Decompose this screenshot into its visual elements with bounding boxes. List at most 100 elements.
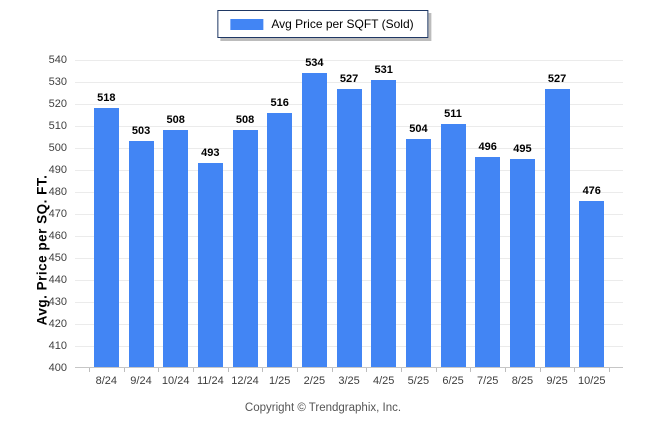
x-tick-label: 4/25 (373, 375, 395, 387)
legend-label: Avg Price per SQFT (Sold) (271, 17, 414, 31)
x-tick-label: 8/25 (511, 375, 534, 387)
x-tick-label: 5/25 (407, 375, 430, 387)
bar-slot: 476 (574, 184, 609, 368)
y-tick-label: 500 (48, 142, 67, 154)
x-tick-label: 3/25 (338, 375, 360, 387)
bar-4/25 (371, 79, 397, 368)
x-axis-tick (297, 368, 298, 372)
x-tick-label: 10/25 (577, 375, 606, 387)
bar-value-label: 496 (478, 140, 497, 153)
y-tick-label: 460 (48, 230, 67, 242)
bar-11/24 (197, 163, 223, 368)
y-tick-label: 520 (48, 98, 67, 110)
bar-value-label: 508 (166, 114, 185, 127)
plot-area: 400 410 420 430 440 450 460 470 480 490 500 510 520 5… (49, 54, 623, 387)
bar-value-label: 503 (131, 125, 151, 138)
x-axis-tick (227, 368, 229, 372)
bar-slot: 531 (366, 63, 401, 368)
bar-value-label: 495 (513, 143, 532, 155)
bar-value-label: 518 (97, 92, 116, 105)
x-axis-tick (262, 368, 264, 372)
x-tick-label: 6/25 (442, 375, 464, 387)
bar-value-label: 534 (305, 57, 324, 70)
gridline (75, 60, 623, 61)
x-axis-tick (574, 368, 576, 372)
bar-slot: 493 (193, 148, 228, 368)
bar-value-label: 476 (582, 184, 601, 197)
bar-2/25 (301, 73, 327, 368)
y-tick-label: 430 (48, 296, 67, 308)
y-axis-title: Avg. Price per SQ. FT. (34, 174, 50, 326)
bar-8/25 (509, 159, 535, 368)
bar-slot: 495 (505, 144, 540, 368)
bar-value-label: 493 (201, 147, 220, 160)
y-tick-label: 480 (48, 186, 67, 198)
bar-8/24 (93, 108, 119, 368)
x-axis-tick (505, 368, 506, 372)
x-axis-tick (89, 368, 90, 372)
y-tick-label: 440 (48, 274, 67, 286)
x-axis-tick (158, 368, 160, 372)
y-tick-label: 510 (48, 120, 67, 132)
y-tick-label: 530 (48, 76, 67, 88)
x-tick-label: 8/24 (95, 375, 118, 387)
y-tick-label: 490 (48, 164, 67, 176)
bar-slot: 504 (401, 124, 436, 368)
bars-row: 518 503 508 493 508 516 534 527 531 504 511 496 495 5… (75, 58, 623, 368)
y-tick-label: 420 (48, 318, 67, 330)
x-axis-tick (435, 368, 437, 372)
bar-slot: 516 (262, 96, 297, 368)
bar-1/25 (267, 112, 293, 368)
x-axis-tick (539, 368, 541, 372)
legend-swatch-icon (230, 18, 264, 30)
bar-value-label: 527 (339, 72, 359, 85)
x-axis-tick (331, 368, 333, 372)
bar-7/25 (475, 156, 501, 368)
bar-slot: 496 (470, 140, 505, 368)
bar-value-label: 511 (444, 107, 462, 120)
bar-slot: 503 (124, 126, 159, 368)
x-axis-tick (470, 368, 472, 372)
x-axis-tick (193, 368, 194, 372)
bar-value-label: 531 (374, 63, 393, 76)
copyright-text: Copyright © Trendgraphix, Inc. (244, 402, 402, 414)
y-tick-label: 540 (48, 54, 67, 66)
bar-5/25 (405, 139, 431, 368)
bar-slot: 527 (332, 72, 367, 368)
x-tick-label: 9/25 (546, 375, 568, 387)
x-tick-label: 9/24 (130, 375, 152, 387)
y-tick-label: 410 (48, 340, 67, 352)
y-tick-label: 450 (48, 252, 67, 264)
bar-value-label: 527 (547, 72, 567, 85)
bar-12/24 (232, 130, 258, 368)
bar-slot: 527 (540, 72, 575, 368)
x-tick-label: 7/25 (477, 375, 499, 387)
x-axis-line (75, 367, 623, 368)
bar-9/25 (544, 88, 570, 368)
bar-10/24 (163, 130, 189, 368)
bar-slot: 511 (436, 107, 471, 368)
bar-6/25 (440, 123, 466, 368)
x-axis-tick (401, 368, 402, 372)
x-axis-tick (366, 368, 368, 372)
bar-slot: 534 (297, 58, 332, 368)
x-tick-label: 11/24 (196, 375, 224, 387)
bar-slot: 518 (89, 93, 124, 368)
bar-9/24 (128, 141, 154, 368)
gridline (75, 82, 623, 83)
x-tick-label: 2/25 (303, 375, 326, 387)
bar-3/25 (336, 88, 362, 368)
y-tick-label: 470 (48, 208, 67, 220)
bar-value-label: 504 (409, 123, 428, 136)
x-axis-labels: 8/24 9/24 10/24 11/24 12/24 1/25 2/25 3/25 4/25 5… (75, 375, 623, 387)
bar-value-label: 508 (235, 114, 255, 127)
chart-legend: Avg Price per SQFT (Sold) (217, 10, 429, 38)
bar-slot: 508 (158, 115, 193, 368)
x-axis-tick (123, 368, 125, 372)
x-tick-label: 10/24 (161, 375, 190, 387)
x-axis-tick (609, 368, 610, 372)
bar-10/25 (579, 200, 605, 368)
x-tick-label: 12/24 (231, 375, 259, 387)
x-tick-label: 1/25 (268, 375, 291, 387)
bar-value-label: 516 (270, 96, 289, 109)
